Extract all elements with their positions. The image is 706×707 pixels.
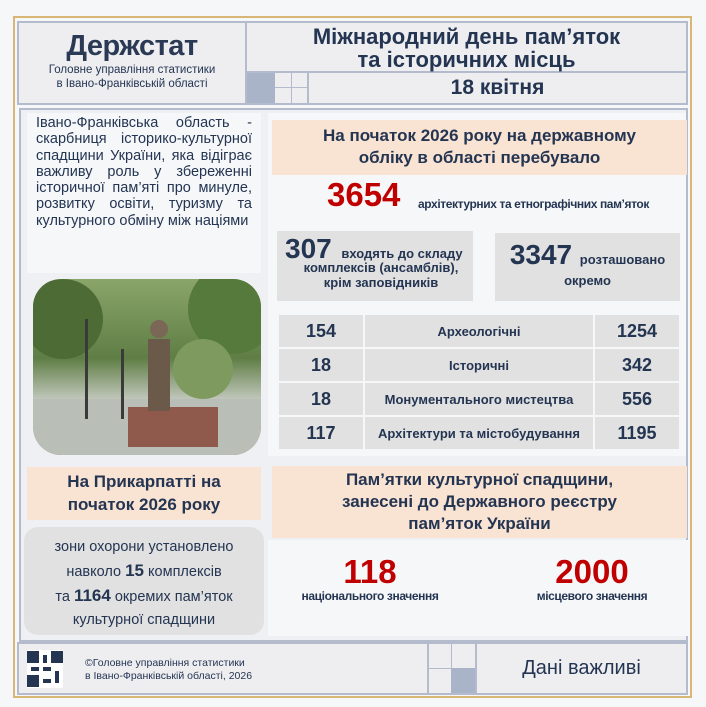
footer: ©Головне управління статистики в Івано-Фр… bbox=[17, 642, 688, 695]
local-stat: 2000 місцевого значення bbox=[536, 553, 648, 603]
registry-heading: На початок 2026 року на державному обліку… bbox=[272, 120, 687, 175]
table-row: 18 Історичні 342 bbox=[279, 349, 679, 381]
copyright: ©Головне управління статистики в Івано-Фр… bbox=[85, 657, 253, 682]
separate-count: 342 bbox=[595, 349, 679, 381]
monument-type: Археологічні bbox=[365, 315, 593, 347]
state-register-heading: Пам’ятки культурної спадщини, занесені до… bbox=[272, 466, 687, 538]
separate-count: 556 bbox=[595, 383, 679, 415]
decor-square bbox=[451, 668, 475, 693]
table-row: 117 Архітектури та містобудування 1195 bbox=[279, 417, 679, 449]
state-register-panel bbox=[268, 540, 688, 636]
separate-box: 3347 розташовано окремо bbox=[495, 233, 680, 301]
monument-type: Історичні bbox=[365, 349, 593, 381]
total-monuments-label: архітектурних та етнографічних пам’яток bbox=[418, 197, 649, 211]
page-title: Міжнародний день пам’яток та історичних м… bbox=[247, 23, 686, 73]
total-monuments-value: 3654 bbox=[327, 176, 401, 213]
decor-grid bbox=[275, 73, 309, 103]
tagline: Дані важливі bbox=[522, 657, 641, 679]
decor-square bbox=[247, 73, 275, 103]
protection-zones-box: зони охорони установлено навколо 15 комп… bbox=[24, 527, 264, 635]
table-row: 18 Монументального мистецтва 556 bbox=[279, 383, 679, 415]
logo: Держстат bbox=[66, 30, 198, 62]
logo-block: Держстат Головне управління статистики в … bbox=[19, 23, 247, 103]
national-stat: 118 національного значення bbox=[301, 553, 439, 603]
monument-type: Архітектури та містобудування bbox=[365, 417, 593, 449]
complex-count: 18 bbox=[279, 349, 363, 381]
complex-count: 154 bbox=[279, 315, 363, 347]
org-name: Головне управління статистики в Івано-Фра… bbox=[48, 64, 216, 90]
monument-types-table: 154 Археологічні 1254 18 Історичні 342 18 Монум… bbox=[277, 313, 681, 451]
monument-type: Монументального мистецтва bbox=[365, 383, 593, 415]
complex-count: 18 bbox=[279, 383, 363, 415]
header: Держстат Головне управління статистики в … bbox=[17, 21, 688, 105]
separate-count: 1254 bbox=[595, 315, 679, 347]
in-complexes-box: 307 входять до складу комплексів (ансамб… bbox=[277, 231, 473, 301]
intro-text: Івано-Франківська область - скарбниця іс… bbox=[27, 113, 261, 273]
monument-photo bbox=[33, 279, 261, 455]
qr-code-icon[interactable] bbox=[27, 650, 63, 688]
zones-heading: На Прикарпатті на початок 2026 року bbox=[27, 467, 261, 520]
event-date: 18 квітня bbox=[450, 76, 545, 99]
separate-count: 1195 bbox=[595, 417, 679, 449]
table-row: 154 Археологічні 1254 bbox=[279, 315, 679, 347]
complex-count: 117 bbox=[279, 417, 363, 449]
